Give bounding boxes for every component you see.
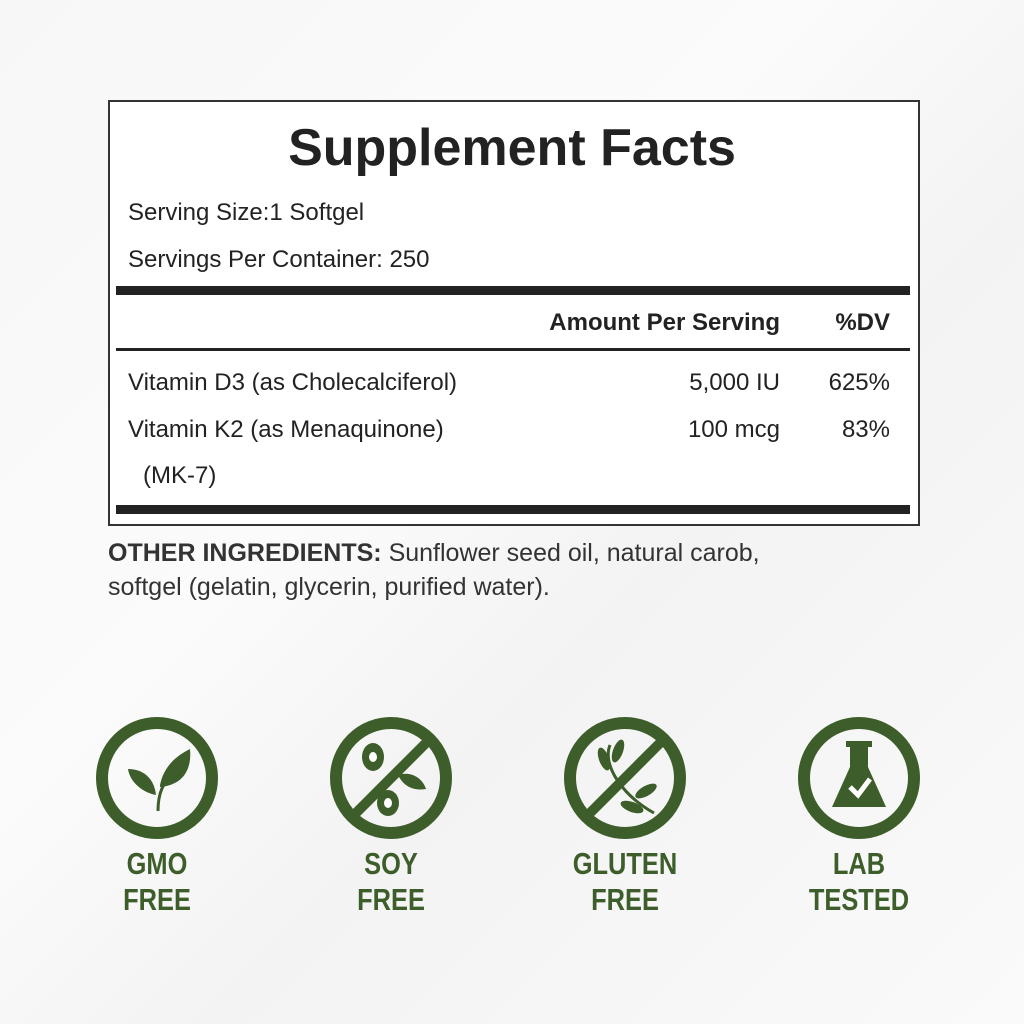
other-ingredients-label: OTHER INGREDIENTS:	[108, 539, 382, 567]
badge-line: LAB	[832, 846, 886, 881]
badge-line: FREE	[123, 882, 191, 917]
nutrient-dv: 625%	[828, 369, 890, 396]
other-ingredients: OTHER INGREDIENTS: Sunflower seed oil, n…	[108, 536, 760, 604]
badge-label-gmo-free: GMO FREE	[91, 846, 222, 918]
other-ingredients-text: Sunflower seed oil, natural carob,	[381, 539, 760, 567]
serving-size: Serving Size:1 Softgel	[128, 199, 365, 226]
header-dv: %DV	[835, 309, 890, 336]
badge-label-soy-free: SOY FREE	[325, 846, 456, 918]
flask-check-icon	[798, 717, 920, 839]
nutrient-name: Vitamin D3 (as Cholecalciferol)	[128, 369, 458, 396]
supplement-facts-panel	[108, 100, 920, 526]
nutrient-amount: 5,000 IU	[689, 369, 780, 396]
soybean-icon	[330, 717, 452, 839]
nutrient-name-continued: (MK-7)	[143, 462, 217, 489]
badge-line: SOY	[364, 846, 418, 881]
divider-thick-bottom	[116, 505, 910, 514]
badge-label-lab-tested: LAB TESTED	[793, 846, 924, 918]
badge-line: FREE	[591, 882, 659, 917]
nutrient-dv: 83%	[841, 416, 890, 443]
badge-label-gluten-free: GLUTEN FREE	[559, 846, 690, 918]
badge-line: GMO	[126, 846, 188, 881]
wheat-icon	[564, 717, 686, 839]
nutrient-amount: 100 mcg	[687, 416, 780, 443]
other-ingredients-text: softgel (gelatin, glycerin, purified wat…	[108, 573, 550, 601]
servings-per-container: Servings Per Container: 250	[128, 246, 430, 273]
badge-line: FREE	[357, 882, 425, 917]
nutrient-name: Vitamin K2 (as Menaquinone)	[128, 416, 444, 443]
leaf-icon	[96, 717, 218, 839]
badge-line: GLUTEN	[572, 846, 678, 881]
header-amount: Amount Per Serving	[549, 309, 780, 336]
divider-thick	[116, 286, 910, 295]
divider-thin	[116, 348, 910, 351]
badge-line: TESTED	[808, 882, 910, 917]
panel-title: Supplement Facts	[288, 119, 736, 177]
